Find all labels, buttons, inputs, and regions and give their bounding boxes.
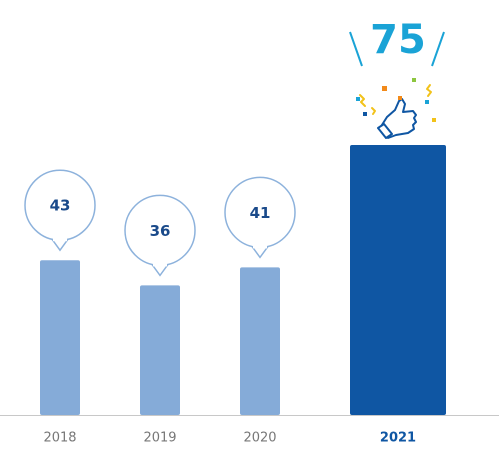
accent-line [349, 31, 363, 67]
value-label: 36 [150, 222, 171, 240]
bar [140, 285, 180, 415]
callout-joint [253, 244, 267, 249]
callout-bubble [251, 245, 269, 259]
bar [240, 267, 280, 415]
callout-bubble [151, 263, 169, 277]
value-label: 75 [370, 17, 426, 63]
x-tick-label: 2019 [143, 431, 176, 446]
callout-bubble [51, 238, 69, 252]
bar [40, 260, 80, 415]
value-label: 41 [250, 204, 271, 222]
thumbs-up-icon [356, 78, 436, 139]
callout-joint [153, 262, 167, 267]
value-label: 43 [50, 197, 71, 215]
bar [350, 145, 446, 415]
x-tick-label: 2018 [43, 431, 76, 446]
callout-joint [53, 237, 67, 242]
x-tick-label: 2021 [380, 431, 416, 446]
x-tick-label: 2020 [243, 431, 276, 446]
accent-line [431, 31, 445, 67]
